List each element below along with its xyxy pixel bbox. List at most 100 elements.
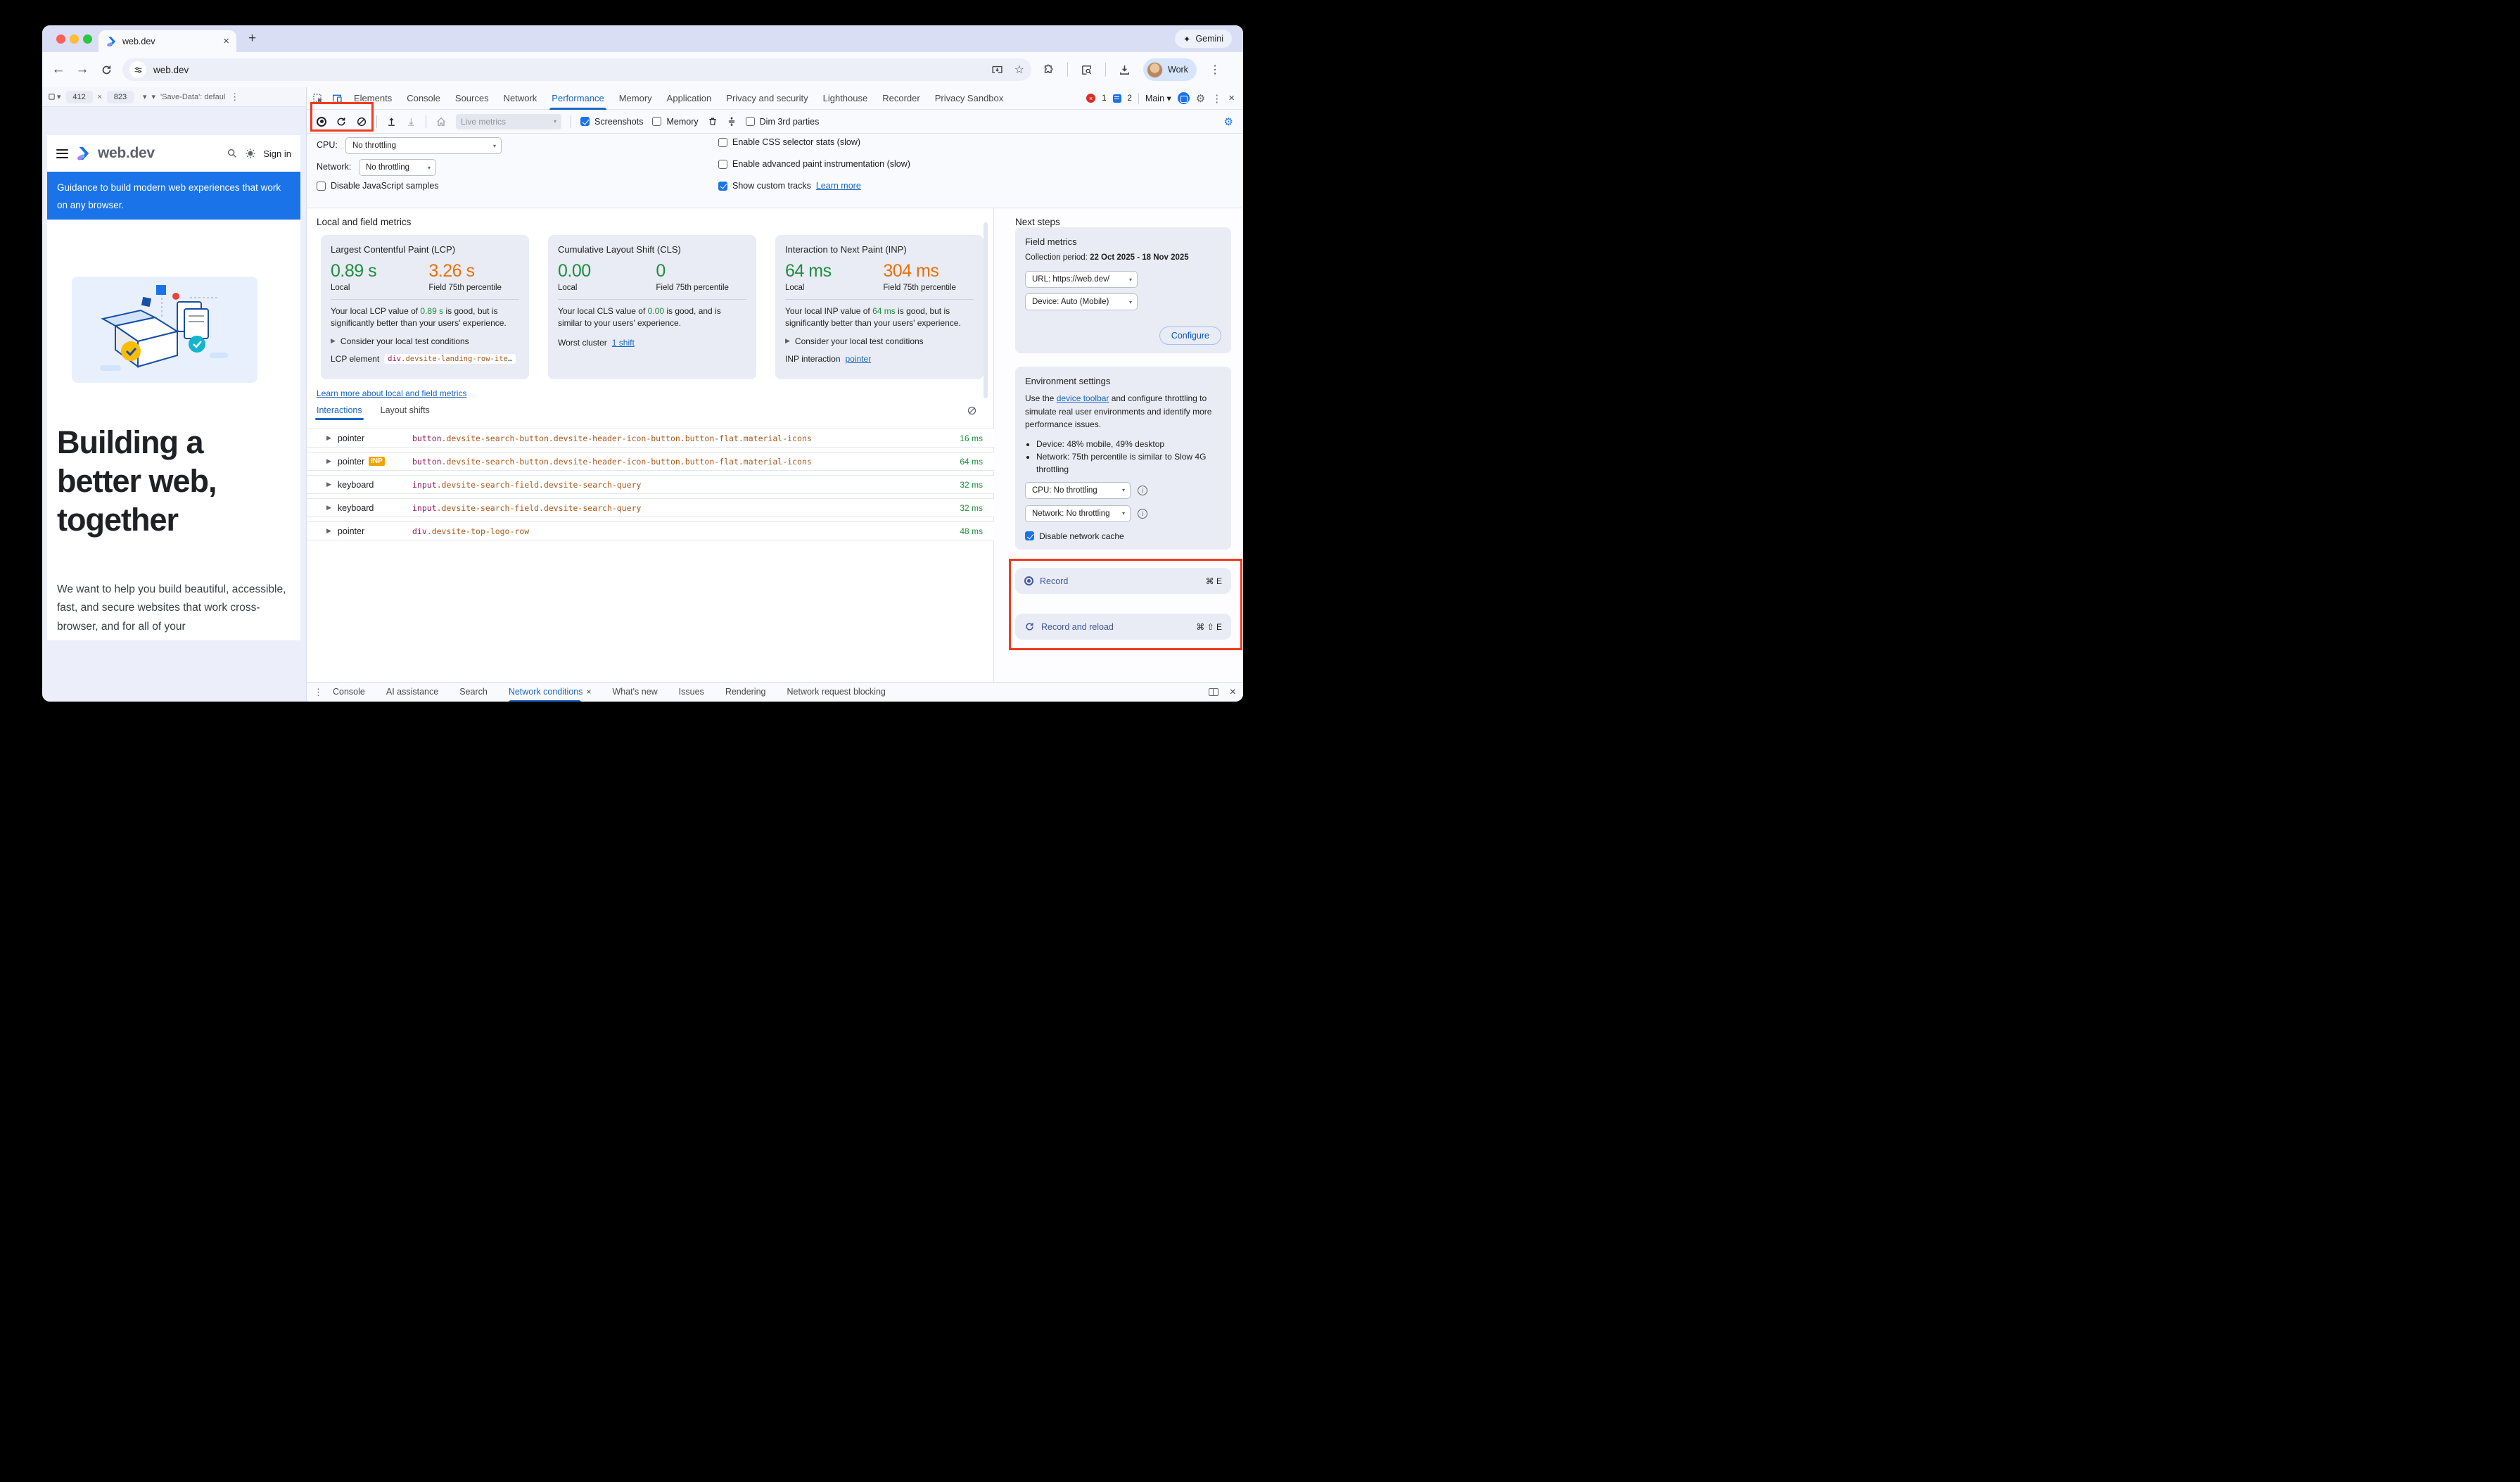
extensions-icon[interactable]: [1043, 64, 1055, 76]
dimensions-select-icon[interactable]: ▾: [48, 92, 61, 101]
sign-in-link[interactable]: Sign in: [263, 148, 291, 159]
drawer-tab-network-conditions[interactable]: Network conditions ×: [508, 683, 592, 702]
throttling-select-icon[interactable]: ▾: [151, 93, 156, 101]
clear-icon[interactable]: [356, 116, 367, 127]
tab-sources[interactable]: Sources: [454, 92, 489, 103]
disable-js-samples-checkbox[interactable]: Disable JavaScript samples: [317, 181, 439, 191]
site-logo-text[interactable]: web.dev: [98, 145, 155, 161]
tab-privacy-sandbox[interactable]: Privacy Sandbox: [934, 92, 1004, 103]
record-button[interactable]: Record ⌘ E: [1015, 568, 1231, 594]
tab-interactions[interactable]: Interactions: [315, 405, 364, 420]
scrollbar[interactable]: [984, 222, 988, 398]
device-height-field[interactable]: 823: [106, 90, 134, 103]
gemini-button[interactable]: ✦ Gemini: [1174, 30, 1232, 48]
drawer-tab-issues[interactable]: Issues: [678, 686, 704, 697]
zoom-select-icon[interactable]: ▾: [142, 93, 147, 101]
custom-tracks-learn-more-link[interactable]: Learn more: [815, 181, 861, 191]
reload-icon[interactable]: [94, 64, 118, 76]
env-network-select[interactable]: Network: No throttling ▾: [1025, 505, 1131, 522]
site-settings-icon[interactable]: [129, 61, 146, 78]
device-width-field[interactable]: 412: [65, 90, 93, 103]
row-expand-icon[interactable]: ▶: [326, 481, 331, 488]
bookmark-star-icon[interactable]: ☆: [1014, 64, 1024, 76]
metrics-learn-more-link[interactable]: Learn more about local and field metrics: [317, 388, 467, 398]
configure-button[interactable]: Configure: [1159, 327, 1221, 345]
show-custom-tracks-checkbox[interactable]: Show custom tracks Learn more: [718, 181, 861, 191]
table-row[interactable]: ▶ pointer button.devsite-search-button.d…: [307, 429, 994, 448]
panel-settings-gear-icon[interactable]: ⚙: [1223, 115, 1233, 128]
row-expand-icon[interactable]: ▶: [326, 434, 331, 441]
split-panel-icon[interactable]: [1208, 688, 1218, 696]
traffic-light-maximize[interactable]: [83, 34, 92, 44]
record-icon[interactable]: [317, 116, 326, 127]
tab-memory[interactable]: Memory: [618, 92, 652, 103]
screenshots-checkbox[interactable]: Screenshots: [580, 117, 643, 127]
tab-console[interactable]: Console: [407, 92, 440, 103]
install-icon[interactable]: [991, 64, 1003, 76]
drawer-menu-icon[interactable]: ⋮: [314, 686, 323, 697]
row-expand-icon[interactable]: ▶: [326, 504, 331, 511]
back-icon[interactable]: ←: [51, 62, 65, 77]
drawer-tab-rendering[interactable]: Rendering: [725, 686, 766, 697]
tab-lighthouse[interactable]: Lighthouse: [822, 92, 868, 103]
site-search-icon[interactable]: [227, 148, 238, 159]
tab-privacy-security[interactable]: Privacy and security: [726, 92, 808, 103]
search-tabs-icon[interactable]: [1081, 64, 1093, 76]
row-expand-icon[interactable]: ▶: [326, 457, 331, 464]
forward-icon[interactable]: →: [75, 62, 89, 77]
inp-test-conditions-expander[interactable]: ▶ Consider your local test conditions: [785, 336, 924, 346]
tab-close-icon[interactable]: ×: [223, 35, 229, 47]
dim-3rd-parties-checkbox[interactable]: Dim 3rd parties: [745, 117, 819, 127]
drawer-close-icon[interactable]: ×: [1229, 685, 1236, 698]
disable-network-cache-checkbox[interactable]: Disable network cache: [1025, 531, 1221, 541]
cpu-info-icon[interactable]: i: [1138, 485, 1147, 495]
cls-shift-link[interactable]: 1 shift: [611, 337, 635, 348]
table-row[interactable]: ▶ pointer div.devsite-top-logo-row 48 ms: [307, 521, 994, 540]
network-throttle-select[interactable]: No throttling ▾: [359, 159, 436, 176]
cpu-throttle-select[interactable]: No throttling ▾: [345, 137, 502, 154]
drawer-tab-console[interactable]: Console: [333, 686, 365, 697]
site-logo-icon[interactable]: [75, 146, 91, 161]
inp-pointer-link[interactable]: pointer: [845, 353, 872, 364]
profile-button[interactable]: Work: [1143, 58, 1197, 81]
lcp-test-conditions-expander[interactable]: ▶ Consider your local test conditions: [331, 336, 469, 346]
devtools-close-icon[interactable]: ×: [1228, 92, 1235, 104]
table-row[interactable]: ▶ keyboard input.devsite-search-field.de…: [307, 475, 994, 494]
collect-garbage-icon[interactable]: [708, 116, 718, 127]
shortcuts-dialog-icon[interactable]: [727, 116, 737, 127]
tab-application[interactable]: Application: [666, 92, 712, 103]
device-toolbar-link[interactable]: device toolbar: [1056, 393, 1109, 403]
table-row[interactable]: ▶ keyboard input.devsite-search-field.de…: [307, 498, 994, 517]
device-toolbar-toggle-icon[interactable]: [331, 93, 343, 104]
url-bar[interactable]: web.dev ☆: [122, 58, 1031, 81]
issues-badge-icon[interactable]: [1112, 94, 1121, 103]
css-selector-stats-checkbox[interactable]: Enable CSS selector stats (slow): [718, 137, 860, 147]
tab-layout-shifts[interactable]: Layout shifts: [380, 405, 430, 415]
browser-tab[interactable]: web.dev ×: [98, 30, 236, 52]
advanced-paint-checkbox[interactable]: Enable advanced paint instrumentation (s…: [718, 159, 910, 169]
theme-toggle-icon[interactable]: [245, 148, 256, 159]
device-toolbar-menu-icon[interactable]: ⋮: [230, 91, 240, 102]
inspect-element-icon[interactable]: [312, 93, 324, 104]
record-reload-icon[interactable]: [336, 116, 347, 127]
env-cpu-select[interactable]: CPU: No throttling ▾: [1025, 481, 1131, 499]
table-row[interactable]: ▶ pointer INP button.devsite-search-butt…: [307, 452, 994, 471]
hamburger-menu-icon[interactable]: [56, 148, 68, 158]
promo-banner[interactable]: Guidance to build modern web experiences…: [47, 172, 300, 220]
memory-checkbox[interactable]: Memory: [652, 117, 699, 127]
clear-log-icon[interactable]: [967, 405, 977, 416]
tab-elements[interactable]: Elements: [354, 92, 393, 103]
error-badge-icon[interactable]: ×: [1086, 94, 1096, 103]
device-status-icon[interactable]: [1177, 92, 1190, 104]
error-count[interactable]: 1: [1102, 94, 1107, 103]
row-expand-icon[interactable]: ▶: [326, 527, 331, 534]
devtools-settings-icon[interactable]: ⚙: [1195, 92, 1206, 105]
drawer-tab-search[interactable]: Search: [459, 686, 488, 697]
drawer-tab-whats-new[interactable]: What's new: [612, 686, 658, 697]
lcp-element-link[interactable]: div.devsite-landing-row-ite…: [384, 353, 516, 364]
browser-menu-icon[interactable]: ⋮: [1209, 64, 1221, 76]
load-profile-icon[interactable]: [386, 116, 397, 127]
drawer-tab-close-icon[interactable]: ×: [586, 686, 592, 697]
record-and-reload-button[interactable]: Record and reload ⌘ ⇧ E: [1015, 614, 1231, 640]
new-tab-button[interactable]: +: [248, 31, 257, 46]
